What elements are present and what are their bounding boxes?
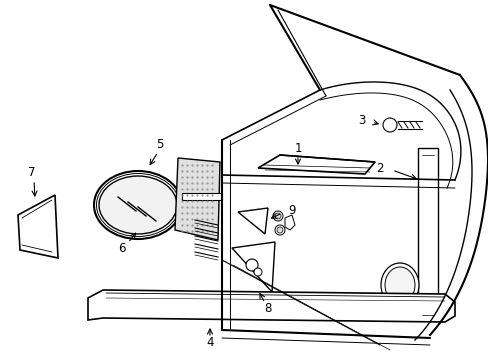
Text: 4: 4 bbox=[206, 336, 213, 348]
Circle shape bbox=[382, 118, 396, 132]
Circle shape bbox=[274, 225, 285, 235]
Polygon shape bbox=[285, 215, 294, 230]
Circle shape bbox=[253, 268, 262, 276]
Text: 5: 5 bbox=[156, 139, 163, 152]
Text: 3: 3 bbox=[358, 113, 365, 126]
Text: 1: 1 bbox=[294, 141, 301, 154]
Text: 2: 2 bbox=[375, 162, 383, 175]
Polygon shape bbox=[258, 155, 374, 174]
Circle shape bbox=[245, 259, 258, 271]
Polygon shape bbox=[88, 290, 454, 322]
Text: 8: 8 bbox=[264, 302, 271, 315]
Polygon shape bbox=[417, 148, 437, 320]
Polygon shape bbox=[231, 242, 274, 292]
Circle shape bbox=[276, 227, 283, 233]
Text: 6: 6 bbox=[118, 242, 125, 255]
Text: 9: 9 bbox=[287, 203, 295, 216]
Ellipse shape bbox=[94, 171, 182, 239]
Polygon shape bbox=[182, 193, 222, 200]
Ellipse shape bbox=[384, 267, 414, 303]
Polygon shape bbox=[18, 195, 58, 258]
Polygon shape bbox=[175, 158, 220, 240]
Text: 7: 7 bbox=[28, 166, 36, 179]
Circle shape bbox=[274, 213, 281, 219]
Circle shape bbox=[272, 211, 283, 221]
Ellipse shape bbox=[99, 176, 177, 234]
Ellipse shape bbox=[380, 263, 418, 307]
Polygon shape bbox=[238, 208, 267, 234]
